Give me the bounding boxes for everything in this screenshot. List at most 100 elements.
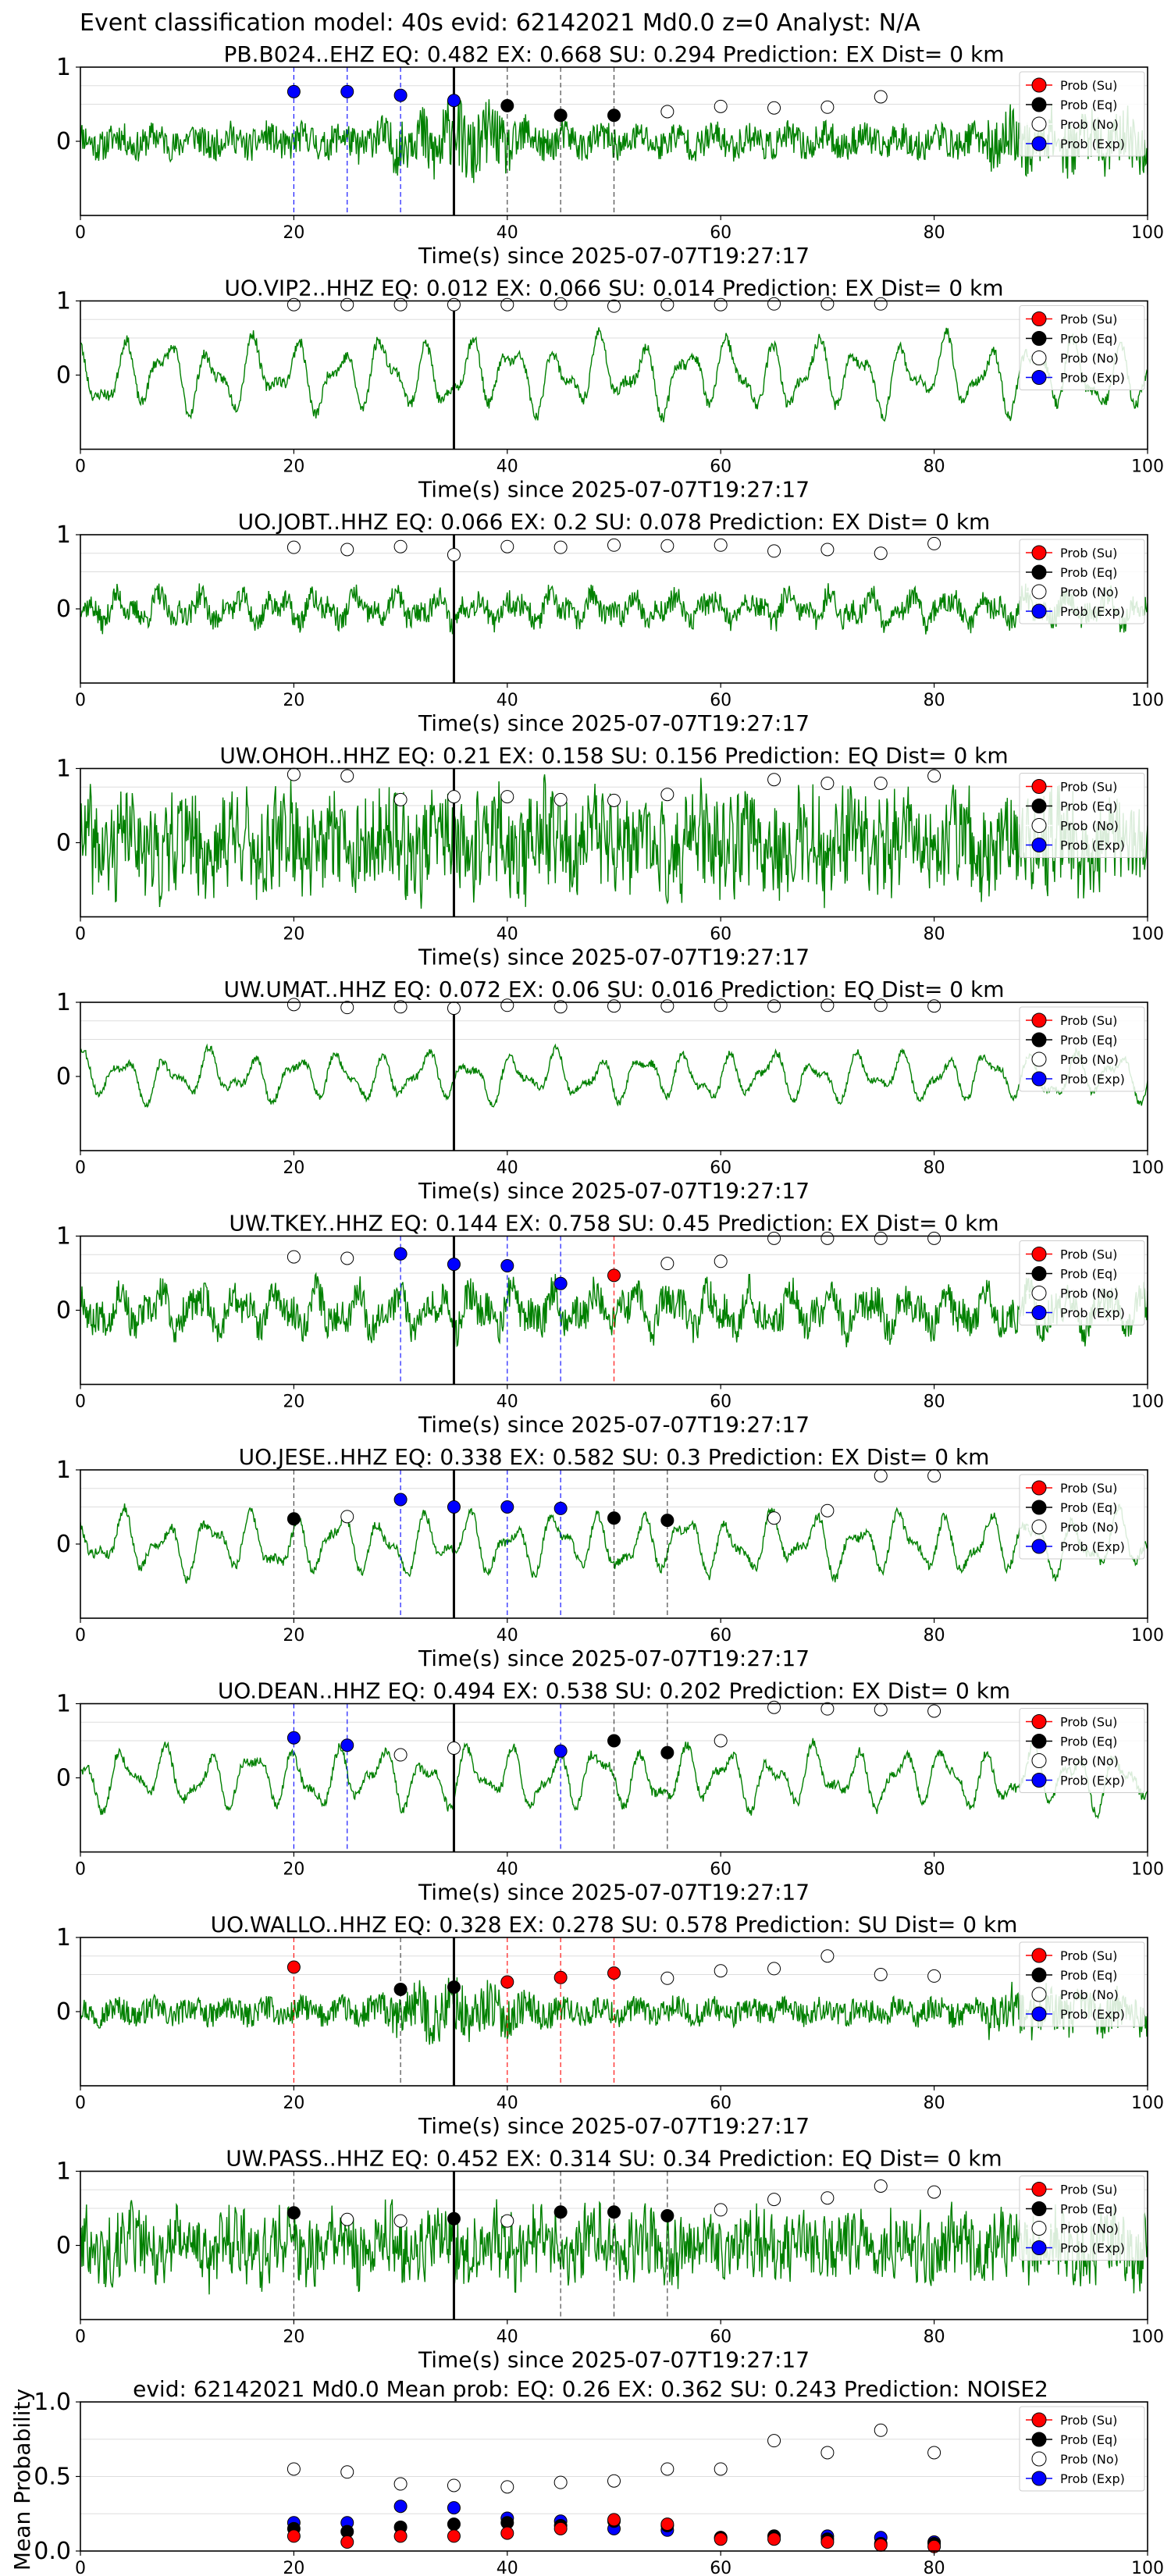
mean-prob-marker-su xyxy=(447,2529,461,2543)
x-tick-label: 40 xyxy=(497,2559,518,2576)
mean-prob-marker-su xyxy=(714,2532,728,2546)
x-tick-label: 80 xyxy=(924,1158,945,1178)
prob-marker-no xyxy=(393,1748,408,1762)
prob-marker-eq xyxy=(447,2211,461,2226)
legend-marker xyxy=(1031,136,1047,151)
legend-marker xyxy=(1031,545,1047,560)
mean-prob-marker-su xyxy=(607,2513,621,2527)
legend-label: Prob (Exp) xyxy=(1060,1072,1125,1087)
legend-label: Prob (Eq) xyxy=(1060,1500,1117,1515)
x-tick-label: 80 xyxy=(924,2094,945,2113)
legend-marker xyxy=(1031,1051,1047,1067)
mean-prob-marker-no xyxy=(714,2462,728,2476)
station-panel: UW.UMAT..HHZ EQ: 0.072 EX: 0.06 SU: 0.01… xyxy=(56,977,1164,1204)
x-tick-label: 40 xyxy=(497,223,518,243)
panel-title: UO.DEAN..HHZ EQ: 0.494 EX: 0.538 SU: 0.2… xyxy=(218,1678,1010,1704)
plot-area xyxy=(80,1002,1148,1151)
legend-marker xyxy=(1031,818,1047,833)
legend-label: Prob (Eq) xyxy=(1060,1033,1117,1048)
prob-marker-no xyxy=(927,2185,941,2199)
legend-marker xyxy=(1031,1734,1047,1749)
legend-box xyxy=(1019,2176,1145,2261)
prob-marker-no xyxy=(820,2191,835,2205)
legend-label: Prob (Eq) xyxy=(1060,2202,1117,2217)
prob-marker-no xyxy=(714,1254,728,1268)
legend-label: Prob (No) xyxy=(1060,1987,1119,2002)
mean-prob-marker-no xyxy=(820,2446,835,2460)
x-tick-label: 20 xyxy=(283,1393,304,1412)
prob-marker-no xyxy=(660,1257,674,1271)
legend-marker xyxy=(1031,2201,1047,2216)
x-tick-label: 20 xyxy=(283,1626,304,1646)
legend-label: Prob (No) xyxy=(1060,1754,1119,1769)
legend-marker xyxy=(1031,1266,1047,1281)
x-tick-label: 0 xyxy=(75,223,86,243)
prob-marker-no xyxy=(874,998,888,1012)
prob-marker-no xyxy=(874,2179,888,2193)
plot-area xyxy=(80,535,1148,683)
x-tick-label: 100 xyxy=(1131,2328,1164,2347)
mean-prob-marker-no xyxy=(660,2462,674,2476)
x-tick-label: 20 xyxy=(283,2328,304,2347)
prob-marker-no xyxy=(767,2193,781,2207)
prob-marker-exp xyxy=(553,1501,568,1515)
x-tick-label: 20 xyxy=(283,457,304,477)
y-tick-label: 0 xyxy=(56,1531,71,1558)
prob-marker-no xyxy=(820,1503,835,1517)
legend-label: Prob (Exp) xyxy=(1060,1774,1125,1788)
mean-prob-marker-su xyxy=(553,2521,568,2535)
x-tick-label: 60 xyxy=(710,1860,731,1880)
legend-marker xyxy=(1031,2221,1047,2236)
x-tick-label: 80 xyxy=(924,1860,945,1880)
y-tick-label: 0 xyxy=(56,1297,71,1325)
legend-label: Prob (Su) xyxy=(1060,546,1117,560)
x-axis-label: Time(s) since 2025-07-07T19:27:17 xyxy=(418,945,810,970)
plot-area xyxy=(80,67,1148,215)
x-tick-label: 20 xyxy=(283,925,304,945)
legend-box xyxy=(1019,1006,1145,1092)
x-axis-label: Time(s) since 2025-07-07T19:27:17 xyxy=(418,2113,810,2139)
prob-marker-no xyxy=(927,999,941,1013)
legend-label: Prob (Eq) xyxy=(1060,98,1117,112)
x-tick-label: 20 xyxy=(283,1860,304,1880)
mean-prob-marker-su xyxy=(340,2535,354,2549)
prob-marker-no xyxy=(607,999,621,1013)
prob-marker-no xyxy=(660,788,674,802)
legend-label: Prob (No) xyxy=(1060,1520,1119,1535)
prob-marker-no xyxy=(874,1703,888,1717)
plot-area xyxy=(80,768,1148,917)
legend-label: Prob (Exp) xyxy=(1060,1539,1125,1554)
legend-marker xyxy=(1031,1987,1047,2002)
legend-marker xyxy=(1031,1286,1047,1300)
prob-marker-su xyxy=(500,1975,514,1989)
prob-marker-eq xyxy=(553,109,568,123)
y-tick-label: 1 xyxy=(56,1924,71,1952)
mean-prob-marker-su xyxy=(820,2535,835,2549)
legend-label: Prob (Su) xyxy=(1060,1948,1117,1963)
prob-marker-no xyxy=(340,543,354,557)
legend-label: Prob (Eq) xyxy=(1060,799,1117,814)
panel-title: UO.VIP2..HHZ EQ: 0.012 EX: 0.066 SU: 0.0… xyxy=(224,276,1003,301)
prob-marker-no xyxy=(820,777,835,790)
prob-marker-no xyxy=(927,769,941,783)
prob-marker-eq xyxy=(287,2206,301,2220)
prob-marker-exp xyxy=(500,1500,514,1514)
panel-title: UW.UMAT..HHZ EQ: 0.072 EX: 0.06 SU: 0.01… xyxy=(223,977,1004,1002)
x-tick-label: 100 xyxy=(1131,2094,1164,2113)
y-tick-label: 1 xyxy=(56,989,71,1016)
legend-label: Prob (No) xyxy=(1060,819,1119,834)
mean-prob-marker-su xyxy=(393,2529,408,2543)
legend-marker xyxy=(1031,564,1047,580)
y-tick-label: 1 xyxy=(56,1223,71,1251)
legend-box xyxy=(1019,773,1145,858)
prob-marker-no xyxy=(500,297,514,311)
prob-marker-exp xyxy=(340,84,354,98)
prob-marker-no xyxy=(927,1704,941,1718)
prob-marker-exp xyxy=(393,1493,408,1507)
x-tick-label: 60 xyxy=(710,925,731,945)
legend-marker xyxy=(1031,1539,1047,1554)
prob-marker-no xyxy=(874,777,888,790)
mean-prob-marker-no xyxy=(927,2446,941,2460)
prob-marker-no xyxy=(660,539,674,553)
prob-marker-exp xyxy=(287,84,301,98)
